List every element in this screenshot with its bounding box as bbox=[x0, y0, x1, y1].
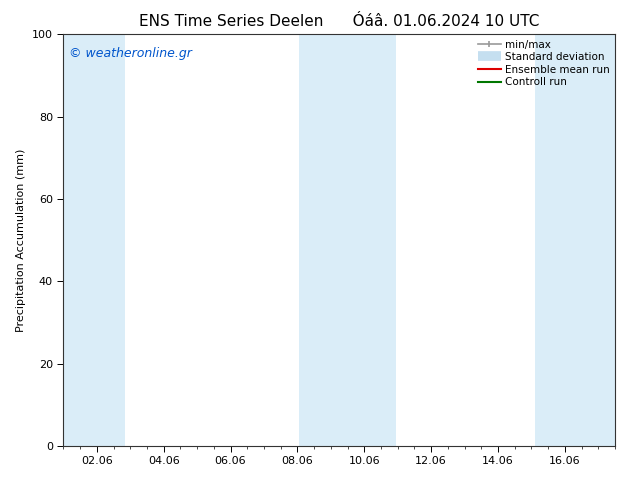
Legend: min/max, Standard deviation, Ensemble mean run, Controll run: min/max, Standard deviation, Ensemble me… bbox=[476, 37, 612, 89]
Bar bbox=[299, 34, 396, 446]
Text: © weatheronline.gr: © weatheronline.gr bbox=[69, 47, 192, 60]
Bar bbox=[534, 34, 615, 446]
Title: ENS Time Series Deelen      Óáâ. 01.06.2024 10 UTC: ENS Time Series Deelen Óáâ. 01.06.2024 1… bbox=[139, 14, 540, 29]
Y-axis label: Precipitation Accumulation (mm): Precipitation Accumulation (mm) bbox=[16, 148, 27, 332]
Bar bbox=[63, 34, 126, 446]
